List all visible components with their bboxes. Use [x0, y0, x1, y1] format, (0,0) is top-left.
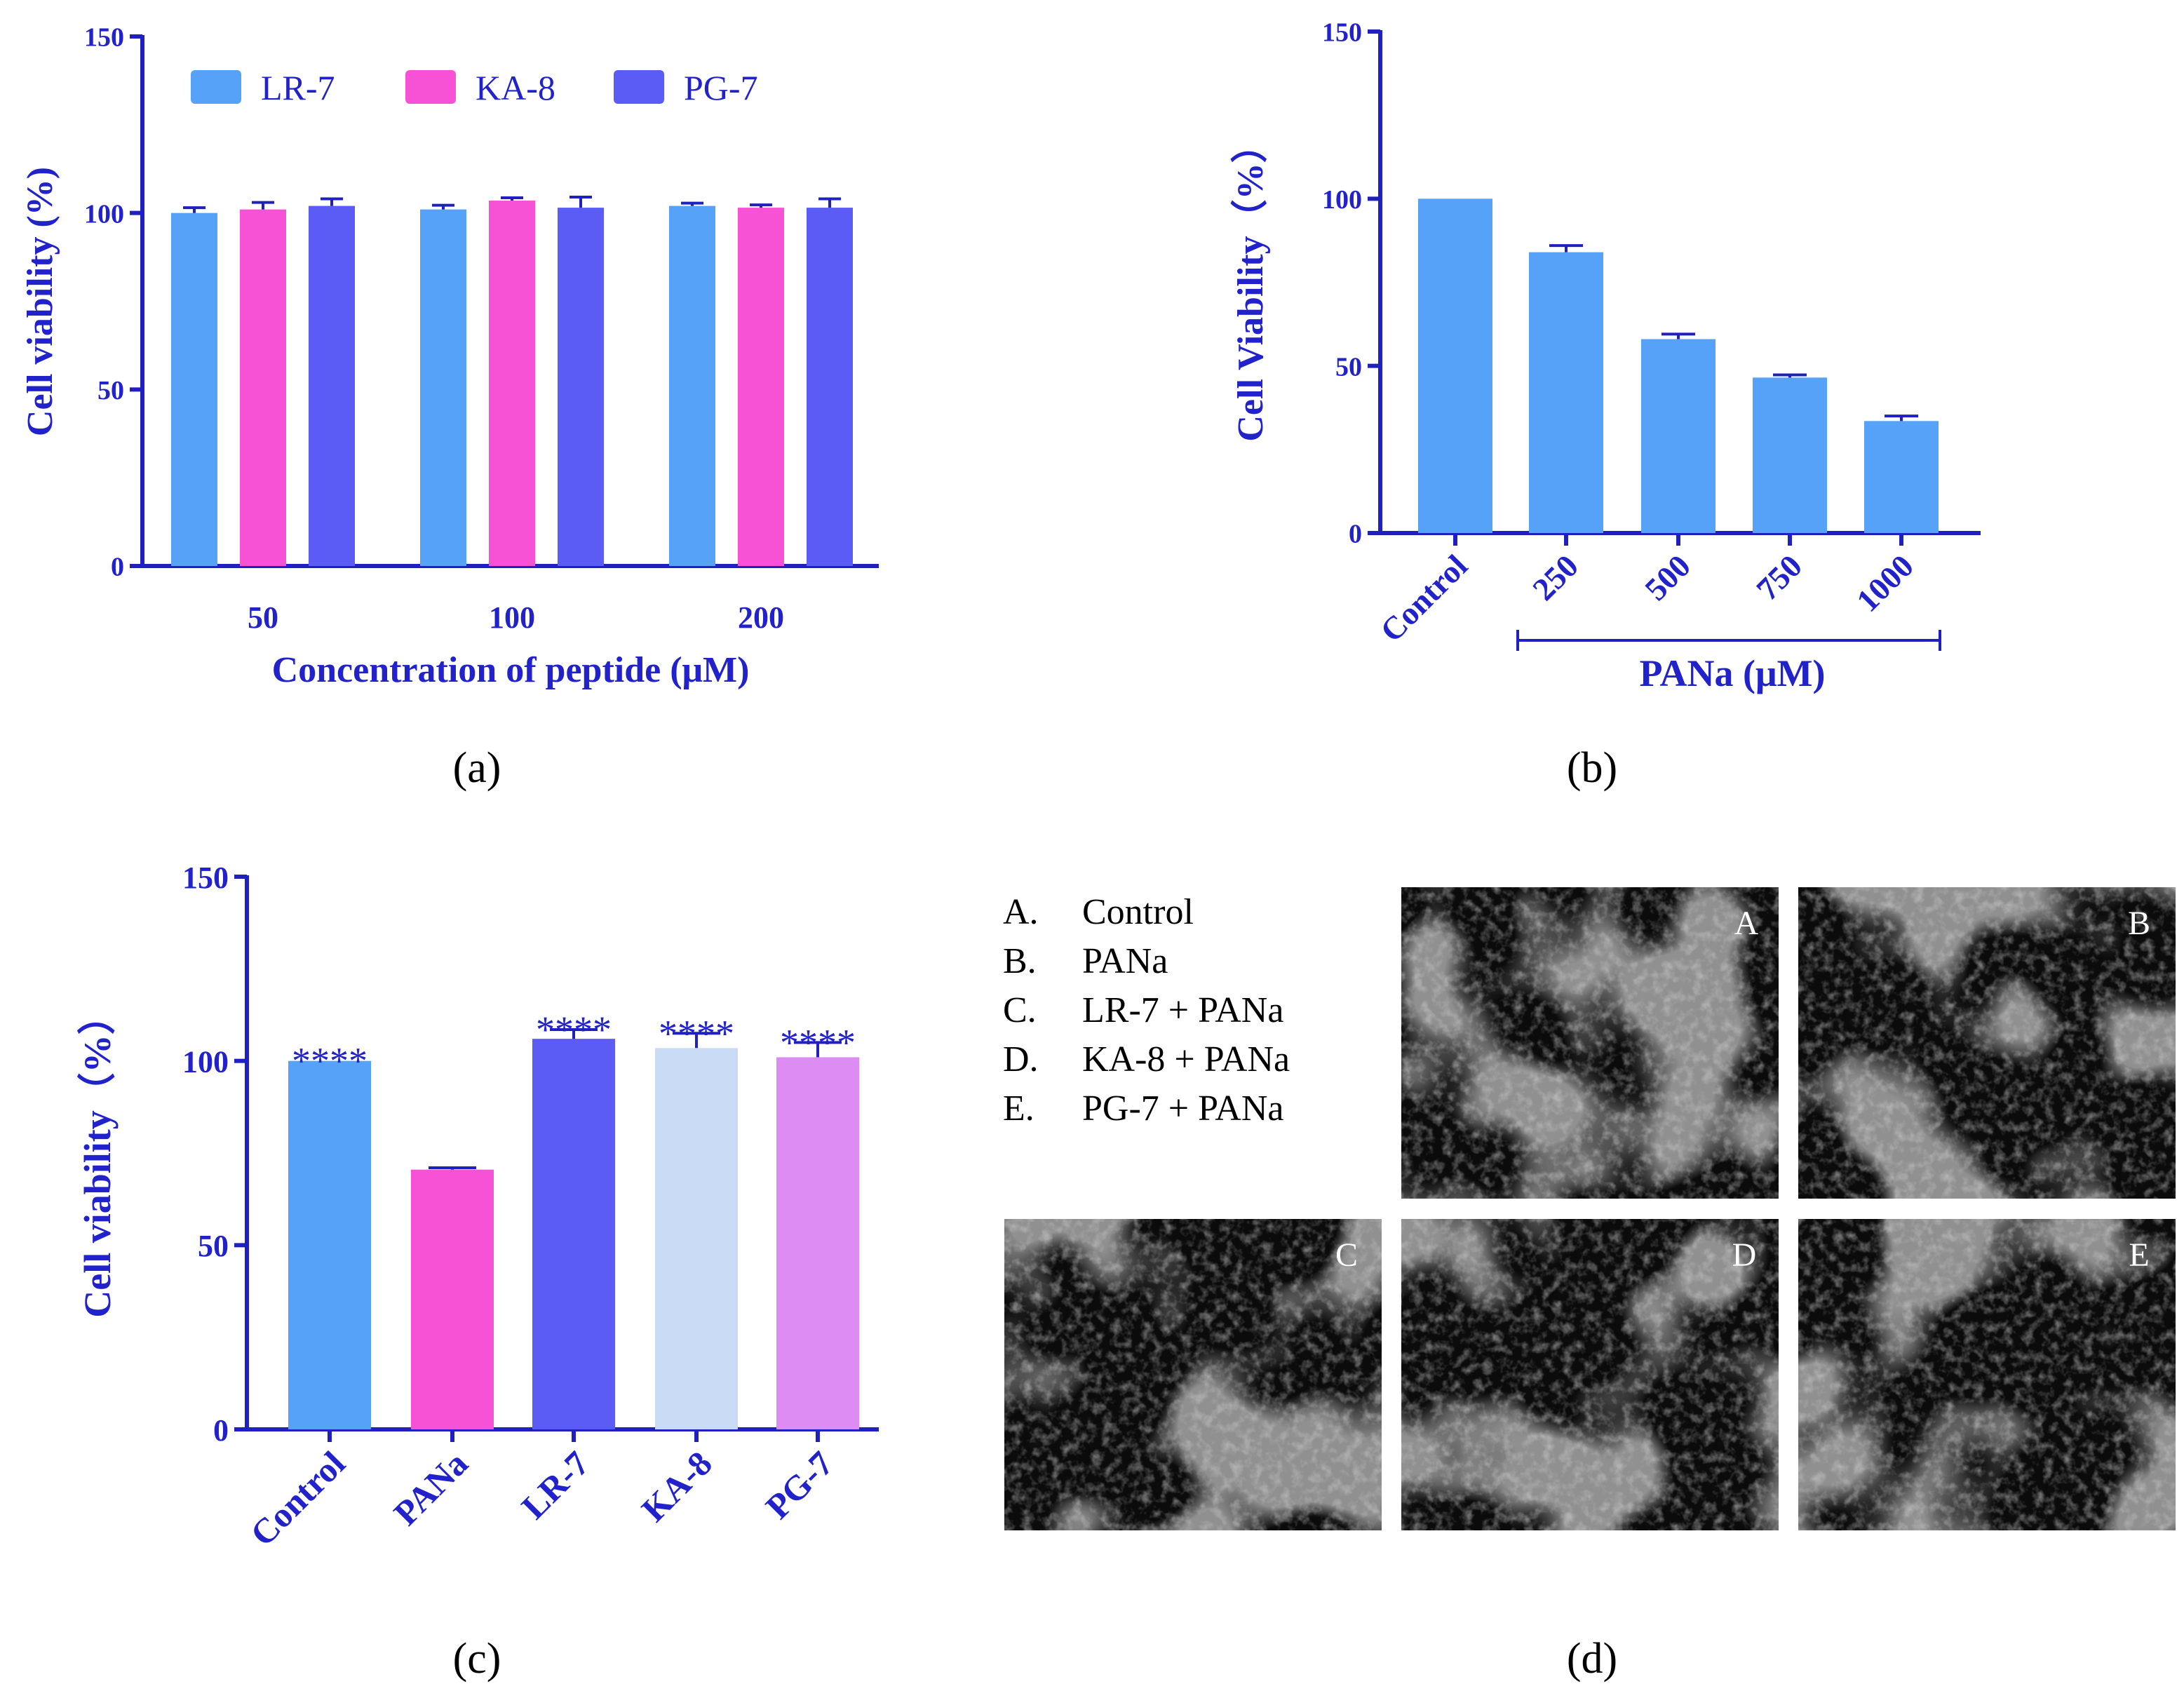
- bar: [489, 201, 535, 566]
- micrograph-label: B: [2128, 905, 2150, 942]
- condition-letter: D.: [1003, 1039, 1039, 1079]
- legend-swatch: [405, 70, 456, 104]
- panel-c-chart: 0 50 100 150 Control **** PANa LR-7 **** KA-8 ****…: [76, 861, 879, 1554]
- significance-annotation: ****: [292, 1040, 368, 1082]
- condition-text: Control: [1082, 892, 1194, 932]
- x-tick-label: KA-8: [634, 1443, 720, 1529]
- panel-c-label: (c): [453, 1635, 501, 1683]
- x-axis-title: Concentration of peptide (μM): [272, 650, 750, 690]
- bar: [171, 213, 217, 566]
- x-tick-label: 50: [248, 600, 278, 635]
- micrograph-label: C: [1335, 1237, 1358, 1274]
- condition-letter: E.: [1003, 1089, 1034, 1128]
- significance-annotation: ****: [659, 1012, 734, 1054]
- micrograph-b: B: [1798, 887, 2176, 1199]
- x-tick-label: 250: [1525, 548, 1585, 607]
- y-axis-title: Cell viability (%): [20, 167, 60, 436]
- y-tick-label: 100: [1322, 185, 1362, 215]
- legend-label: LR-7: [261, 68, 335, 107]
- condition-text: PG-7 + PANa: [1082, 1089, 1283, 1128]
- bar: [1641, 339, 1715, 533]
- bar: [558, 208, 604, 566]
- micrograph-a: A: [1401, 887, 1779, 1199]
- x-tick-label: 500: [1638, 548, 1697, 607]
- micrograph-d: D: [1401, 1219, 1779, 1530]
- bar: [411, 1169, 494, 1429]
- bar: [776, 1057, 859, 1429]
- micrograph-e: E: [1798, 1219, 2176, 1530]
- bar: [655, 1048, 738, 1429]
- bar: [1753, 377, 1827, 533]
- y-tick-label: 0: [111, 553, 124, 582]
- y-tick-label: 100: [84, 199, 124, 229]
- bar: [420, 209, 466, 566]
- x-tick-label: PANa: [386, 1443, 475, 1532]
- y-axis-title: Cell viability（%）: [76, 997, 119, 1318]
- bar: [738, 208, 784, 566]
- panel-b-label: (b): [1567, 744, 1617, 792]
- legend-swatch: [191, 70, 241, 104]
- x-tick-label: 1000: [1849, 548, 1920, 619]
- y-tick-label: 50: [198, 1229, 229, 1263]
- bar: [669, 205, 715, 567]
- panel-a-chart: 0 50 100 150 50 100 200 Concentration of peptid…: [20, 23, 879, 690]
- panel-d-label: (d): [1567, 1635, 1617, 1683]
- legend-swatch: [614, 70, 664, 104]
- y-tick-label: 150: [182, 861, 229, 895]
- x-axis-title: PANa (μM): [1639, 652, 1825, 694]
- micrograph-label: A: [1734, 905, 1759, 942]
- bar: [1864, 421, 1939, 533]
- y-tick-label: 0: [213, 1413, 229, 1448]
- x-tick-label: PG-7: [758, 1443, 841, 1526]
- condition-text: KA-8 + PANa: [1082, 1039, 1290, 1079]
- legend-label: PG-7: [684, 68, 758, 107]
- bar: [1418, 198, 1492, 533]
- x-tick-label: Control: [243, 1443, 353, 1554]
- x-tick-label: 750: [1749, 548, 1809, 607]
- bar: [532, 1039, 615, 1429]
- panel-b-chart: 0 50 100 150 Control 250 500 750 1000 PANa (μM) Ce…: [1230, 18, 1981, 694]
- panel-d-conditions: A. Control B. PANa C. LR-7 + PANa D. KA-…: [1003, 892, 1290, 1128]
- y-axis-title: Cell Viability（%）: [1230, 126, 1271, 441]
- micrograph-label: E: [2129, 1237, 2149, 1274]
- condition-letter: A.: [1003, 892, 1039, 932]
- panel-a-label: (a): [453, 744, 501, 792]
- bar: [1529, 252, 1603, 533]
- condition-text: LR-7 + PANa: [1082, 990, 1283, 1030]
- condition-letter: B.: [1003, 941, 1037, 981]
- y-tick-label: 50: [97, 376, 124, 405]
- y-tick-label: 100: [182, 1045, 229, 1079]
- condition-text: PANa: [1082, 941, 1168, 981]
- y-tick-label: 0: [1349, 520, 1362, 549]
- x-tick-label: 100: [489, 600, 535, 635]
- micrograph-label: D: [1732, 1237, 1757, 1274]
- significance-annotation: ****: [780, 1021, 856, 1063]
- significance-annotation: ****: [536, 1009, 612, 1051]
- x-tick-label: LR-7: [514, 1443, 597, 1526]
- condition-letter: C.: [1003, 990, 1037, 1030]
- bar: [288, 1060, 371, 1429]
- x-tick-label: Control: [1373, 548, 1474, 649]
- bar: [309, 205, 355, 567]
- y-tick-label: 50: [1335, 352, 1362, 382]
- legend-label: KA-8: [476, 68, 555, 107]
- y-tick-label: 150: [1322, 18, 1362, 48]
- micrograph-c: C: [1004, 1219, 1382, 1530]
- x-tick-label: 200: [738, 600, 784, 635]
- y-tick-label: 150: [84, 23, 124, 53]
- bar: [240, 209, 286, 566]
- bar: [807, 208, 853, 566]
